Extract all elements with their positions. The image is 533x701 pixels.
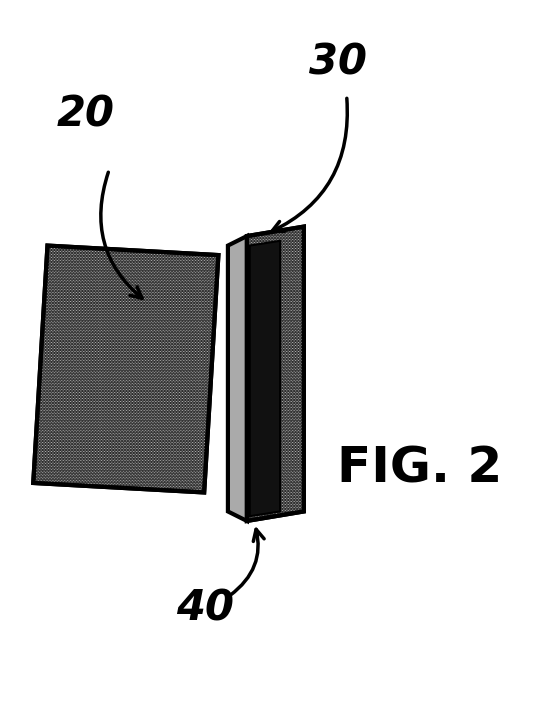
- Text: 40: 40: [176, 587, 233, 629]
- Text: 20: 20: [57, 94, 115, 136]
- Polygon shape: [228, 236, 247, 521]
- Polygon shape: [247, 226, 304, 521]
- Polygon shape: [33, 245, 219, 493]
- Polygon shape: [250, 241, 280, 516]
- Text: FIG. 2: FIG. 2: [337, 445, 503, 493]
- Text: 30: 30: [309, 41, 367, 83]
